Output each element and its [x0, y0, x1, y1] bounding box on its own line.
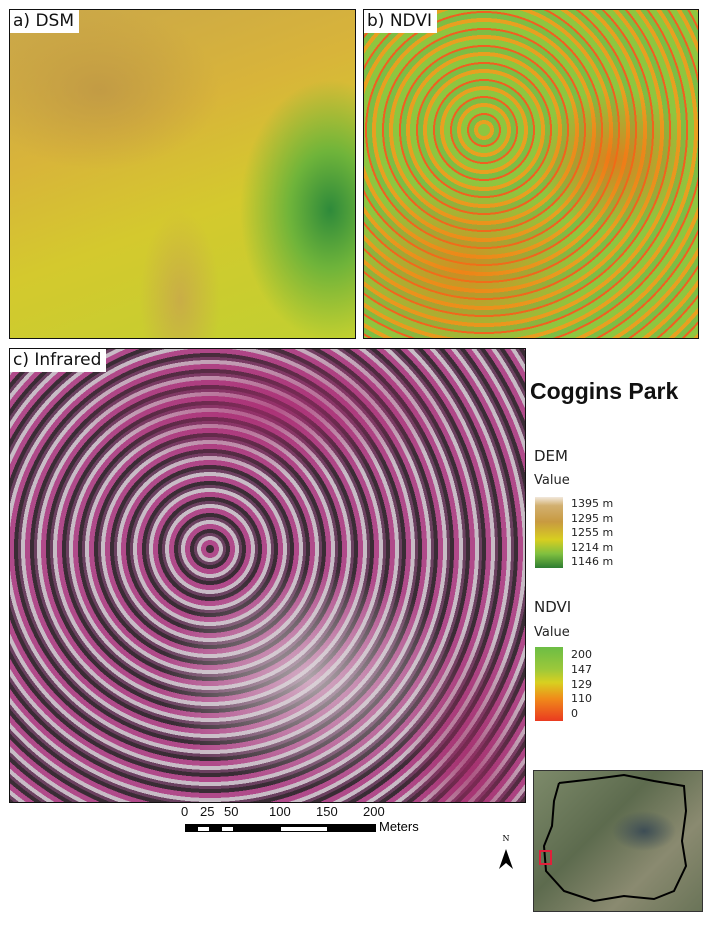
ndvi-tick: 110: [571, 692, 592, 705]
dem-legend-sub: Value: [534, 473, 570, 488]
dem-tick: 1146 m: [571, 555, 614, 568]
panel-label: b) NDVI: [364, 10, 437, 33]
dem-tick: 1295 m: [571, 512, 614, 525]
north-arrow: N: [498, 834, 514, 877]
scale-label: 25: [200, 804, 215, 819]
north-arrow-icon: [499, 849, 513, 869]
scale-label: 0: [181, 804, 189, 819]
locator-inset-map: [533, 770, 703, 912]
scale-unit: Meters: [379, 819, 419, 834]
dsm-panel: a) DSM: [9, 9, 356, 339]
scale-label: 200: [363, 804, 385, 819]
ndvi-color-ramp: [535, 647, 563, 721]
park-boundary-outline: [539, 773, 688, 903]
dem-tick: 1395 m: [571, 497, 614, 510]
panel-label: c) Infrared: [10, 349, 107, 372]
scale-label: 50: [224, 804, 239, 819]
map-title: Coggins Park: [530, 378, 679, 404]
dem-color-ramp: [535, 497, 563, 568]
dem-tick: 1255 m: [571, 526, 614, 539]
ndvi-tick: 129: [571, 678, 592, 691]
panel-label: a) DSM: [10, 10, 80, 33]
ndvi-panel: b) NDVI: [363, 9, 699, 339]
infrared-panel: c) Infrared: [9, 348, 526, 803]
scale-bar: [185, 824, 376, 832]
ndvi-tick: 147: [571, 663, 592, 676]
ndvi-tick: 200: [571, 648, 592, 661]
study-area-marker: [539, 850, 552, 865]
north-label: N: [502, 834, 510, 843]
ndvi-legend-heading: NDVI: [534, 598, 572, 616]
scale-label: 150: [316, 804, 338, 819]
dem-tick: 1214 m: [571, 541, 614, 554]
ndvi-legend-sub: Value: [534, 625, 570, 640]
scale-label: 100: [269, 804, 291, 819]
dem-legend-heading: DEM: [534, 447, 568, 465]
ndvi-tick: 0: [571, 707, 578, 720]
